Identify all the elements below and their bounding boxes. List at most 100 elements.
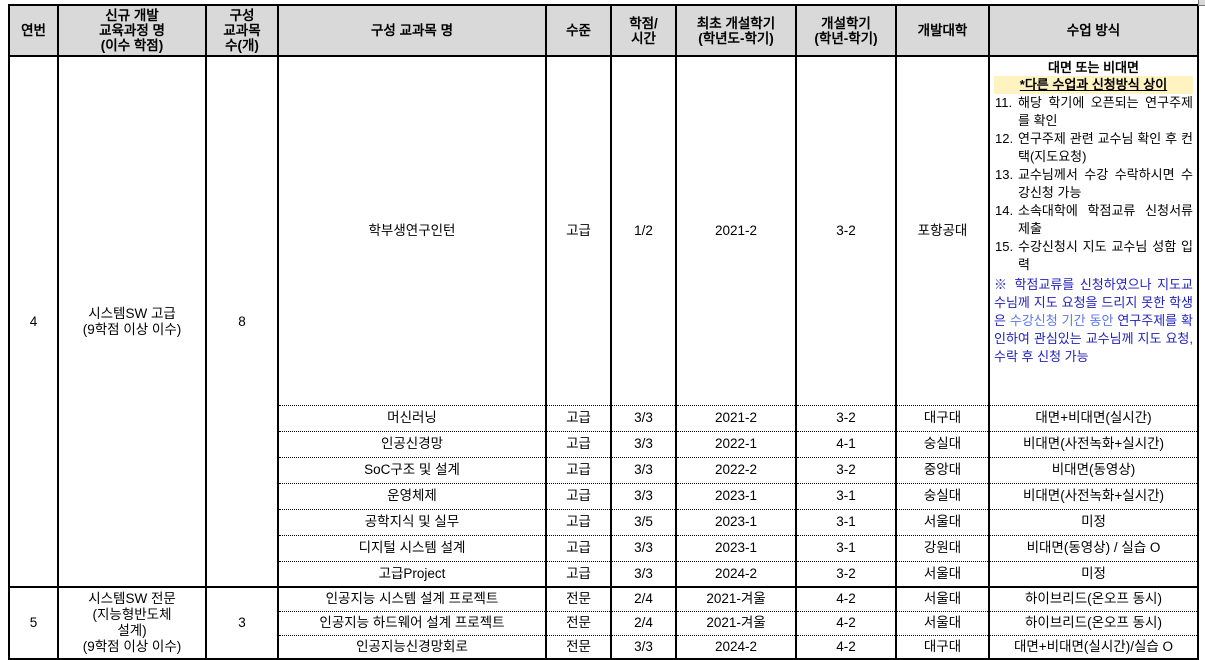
col-program: 신규 개발 교육과정 명 (이수 학점): [57, 4, 207, 57]
cell-university: 포항공대: [895, 55, 990, 405]
cell-level: 고급: [545, 404, 612, 431]
cell-method: 비대면(사전녹화+실시간): [988, 430, 1199, 457]
method-step: 14. 소속대학에 학점교류 신청서류 제출: [994, 202, 1193, 238]
cell-level: 전문: [545, 610, 612, 635]
cell-method: 하이브리드(온오프 동시): [988, 610, 1199, 635]
table-row: 운영체제 고급 3/3 2023-1 3-1 숭실대 비대면(사전녹화+실시간): [9, 482, 1199, 509]
table-row: 인공지능 하드웨어 설계 프로젝트 전문 2/4 2021-겨울 4-2 서울대…: [9, 610, 1199, 635]
method-step: 15. 수강신청시 지도 교수님 성함 입력: [994, 238, 1193, 274]
cell-first-term: 2021-겨울: [675, 610, 797, 635]
cell-credit-hours: 3/3: [610, 456, 677, 483]
cell-credit-hours: 1/2: [610, 55, 677, 405]
step-text: 연구주제 관련 교수님 확인 후 컨택(지도요청): [1018, 131, 1193, 164]
step-text: 수강신청시 지도 교수님 성함 입력: [1018, 239, 1193, 272]
cell-first-term: 2022-1: [675, 430, 797, 457]
col-first-term: 최초 개설학기 (학년도-학기): [675, 4, 797, 57]
method-note: ※ 학점교류를 신청하였으나 지도교수님께 지도 요청을 드리지 못한 학생은 …: [994, 276, 1193, 366]
col-subject: 구성 교과목 명: [277, 4, 547, 57]
table-row: 5 시스템SW 전문 (지능형반도체 설계) (9학점 이상 이수) 3 인공지…: [8, 586, 1199, 659]
cell-level: 고급: [545, 534, 612, 561]
step-text: 해당 학기에 오픈되는 연구주제를 확인: [1018, 95, 1193, 128]
col-term: 개설학기 (학년-학기): [795, 4, 897, 57]
cell-subject-name: 공학지식 및 실무: [277, 508, 547, 535]
col-credit-hours: 학점/ 시간: [610, 4, 677, 57]
cell-term: 3-1: [795, 534, 897, 561]
cell-method: 대면+비대면(실시간)/실습 O: [988, 634, 1199, 659]
col-level: 수준: [545, 4, 612, 57]
cell-university: 서울대: [895, 560, 990, 587]
cell-university: 숭실대: [895, 430, 990, 457]
col-method: 수업 방식: [988, 4, 1199, 57]
method-step: 11. 해당 학기에 오픈되는 연구주제를 확인: [994, 94, 1193, 130]
cell-level: 고급: [545, 430, 612, 457]
cell-method: 미정: [988, 508, 1199, 535]
cell-subject-name: 머신러닝: [277, 404, 547, 431]
col-count: 구성 교과목 수(개): [205, 4, 279, 57]
cell-first-term: 2023-1: [675, 482, 797, 509]
cell-method: 하이브리드(온오프 동시): [988, 586, 1199, 611]
cell-university: 숭실대: [895, 482, 990, 509]
cropped-cell-artifact: [1198, 0, 1205, 6]
cell-term: 4-2: [795, 586, 897, 611]
cell-method: 비대면(동영상) / 실습 O: [988, 534, 1199, 561]
cell-level: 고급: [545, 482, 612, 509]
cell-term: 3-2: [795, 404, 897, 431]
cell-credit-hours: 3/3: [610, 482, 677, 509]
col-no: 연번: [8, 4, 59, 57]
cell-subject-count: 8: [205, 55, 279, 587]
cell-university: 강원대: [895, 534, 990, 561]
cell-term: 3-1: [795, 482, 897, 509]
col-university: 개발대학: [895, 4, 990, 57]
method-step: 13. 교수님께서 수강 수락하시면 수강신청 가능: [994, 166, 1193, 202]
note-text: 연구주제를 확인하여 관심있는 교수님께 지도 요청, 수락 후 신청 가능: [994, 313, 1194, 364]
cell-term: 3-2: [795, 560, 897, 587]
cell-term: 3-2: [795, 55, 897, 405]
cell-level: 전문: [545, 634, 612, 659]
cell-university: 중앙대: [895, 456, 990, 483]
cell-credit-hours: 3/3: [610, 404, 677, 431]
cell-first-term: 2023-1: [675, 534, 797, 561]
cell-method: 대면+비대면(실시간): [988, 404, 1199, 431]
cell-first-term: 2023-1: [675, 508, 797, 535]
step-number: 13.: [995, 167, 1014, 182]
cell-level: 고급: [545, 456, 612, 483]
step-text: 교수님께서 수강 수락하시면 수강신청 가능: [1018, 167, 1193, 200]
cell-method: 미정: [988, 560, 1199, 587]
cell-level: 고급: [545, 508, 612, 535]
step-number: 14.: [995, 203, 1014, 218]
cell-subject-name: 인공지능 하드웨어 설계 프로젝트: [277, 610, 547, 635]
cell-credit-hours: 3/3: [610, 430, 677, 457]
cell-university: 대구대: [895, 404, 990, 431]
step-number: 11.: [995, 95, 1013, 110]
cell-subject-name: 고급Project: [277, 560, 547, 587]
cell-program-name: 시스템SW 전문 (지능형반도체 설계) (9학점 이상 이수): [57, 586, 207, 659]
cell-credit-hours: 2/4: [610, 586, 677, 611]
cell-subject-name: 인공지능신경망회로: [277, 634, 547, 659]
method-warning: *다른 수업과 신청방식 상이: [994, 76, 1193, 94]
cell-row-no: 5: [8, 586, 59, 659]
cell-first-term: 2024-2: [675, 634, 797, 659]
cell-university: 서울대: [895, 508, 990, 535]
cell-subject-name: 인공신경망: [277, 430, 547, 457]
cell-first-term: 2021-2: [675, 55, 797, 405]
cell-term: 4-1: [795, 430, 897, 457]
cell-university: 서울대: [895, 586, 990, 611]
cell-first-term: 2021-겨울: [675, 586, 797, 611]
note-text: ※ 학점교류를 신청하였으나 지도교수님께 지도 요청을 드리지 못한 학생은: [994, 277, 1193, 328]
cell-credit-hours: 3/3: [610, 534, 677, 561]
cell-subject-name: 인공지능 시스템 설계 프로젝트: [277, 586, 547, 611]
table-row: 디지털 시스템 설계 고급 3/3 2023-1 3-1 강원대 비대면(동영상…: [9, 534, 1199, 561]
step-text: 소속대학에 학점교류 신청서류 제출: [1018, 203, 1193, 236]
cell-first-term: 2021-2: [675, 404, 797, 431]
cell-level: 전문: [545, 586, 612, 611]
cell-method: 비대면(동영상): [988, 456, 1199, 483]
table-row: 인공지능신경망회로 전문 3/3 2024-2 4-2 대구대 대면+비대면(실…: [9, 634, 1199, 659]
cell-subject-name: SoC구조 및 설계: [277, 456, 547, 483]
cell-term: 4-2: [795, 634, 897, 659]
table-row: 인공신경망 고급 3/3 2022-1 4-1 숭실대 비대면(사전녹화+실시간…: [9, 430, 1199, 457]
step-number: 15.: [995, 239, 1014, 254]
table-row: 4 시스템SW 고급 (9학점 이상 이수) 8 학부생연구인턴 고급 1/2 …: [8, 55, 1199, 587]
cell-term: 4-2: [795, 610, 897, 635]
cell-first-term: 2024-2: [675, 560, 797, 587]
cell-subject-name: 운영체제: [277, 482, 547, 509]
